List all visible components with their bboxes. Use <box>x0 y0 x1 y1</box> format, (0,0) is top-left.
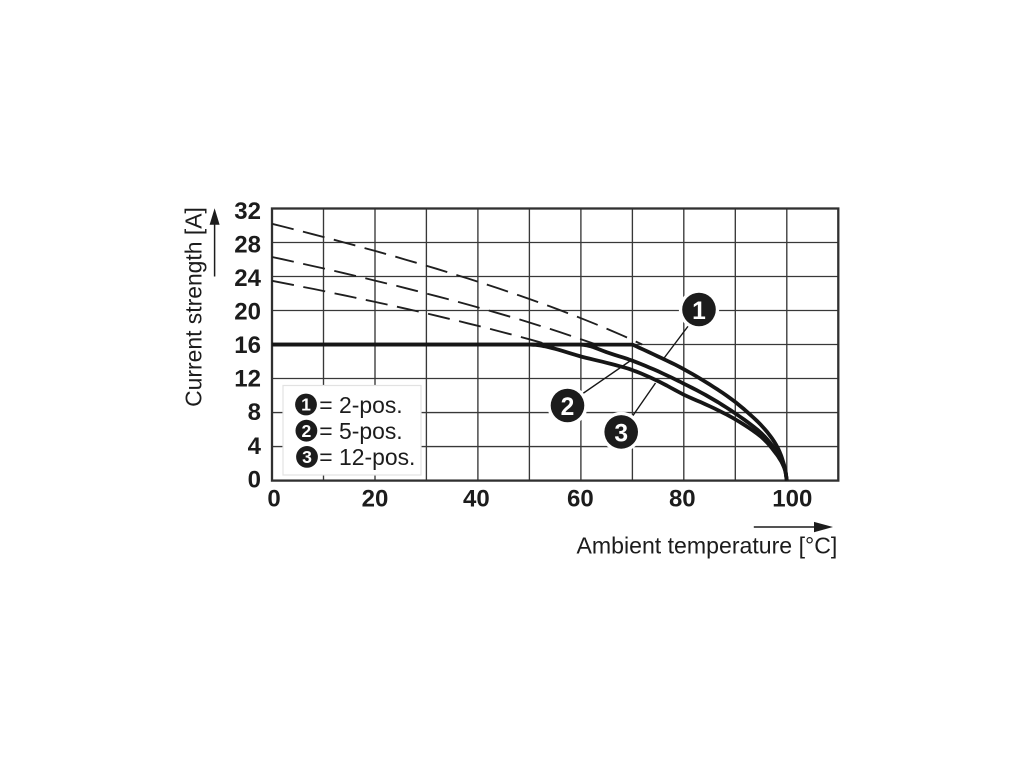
svg-text:8: 8 <box>248 399 261 426</box>
svg-text:4: 4 <box>248 433 262 460</box>
svg-text:0: 0 <box>267 486 280 513</box>
svg-text:1: 1 <box>301 395 311 415</box>
svg-text:2: 2 <box>302 421 312 441</box>
svg-text:12: 12 <box>234 366 261 393</box>
svg-text:24: 24 <box>234 265 261 292</box>
svg-text:= 12-pos.: = 12-pos. <box>319 444 415 470</box>
svg-text:2: 2 <box>561 394 575 421</box>
svg-text:20: 20 <box>362 486 389 513</box>
svg-text:32: 32 <box>234 198 261 225</box>
svg-text:28: 28 <box>234 232 261 259</box>
svg-text:3: 3 <box>614 420 628 447</box>
svg-text:= 5-pos.: = 5-pos. <box>319 418 402 444</box>
svg-text:Current strength [A]: Current strength [A] <box>181 207 207 407</box>
svg-text:Ambient temperature [°C]: Ambient temperature [°C] <box>577 533 838 559</box>
svg-text:= 2-pos.: = 2-pos. <box>319 392 402 418</box>
svg-text:16: 16 <box>234 332 261 359</box>
svg-text:1: 1 <box>692 298 706 325</box>
svg-text:80: 80 <box>669 486 696 513</box>
svg-text:40: 40 <box>463 486 490 513</box>
svg-text:0: 0 <box>248 466 261 493</box>
svg-text:60: 60 <box>567 486 594 513</box>
svg-text:100: 100 <box>772 486 812 513</box>
svg-text:20: 20 <box>234 299 261 326</box>
svg-text:3: 3 <box>302 447 312 467</box>
